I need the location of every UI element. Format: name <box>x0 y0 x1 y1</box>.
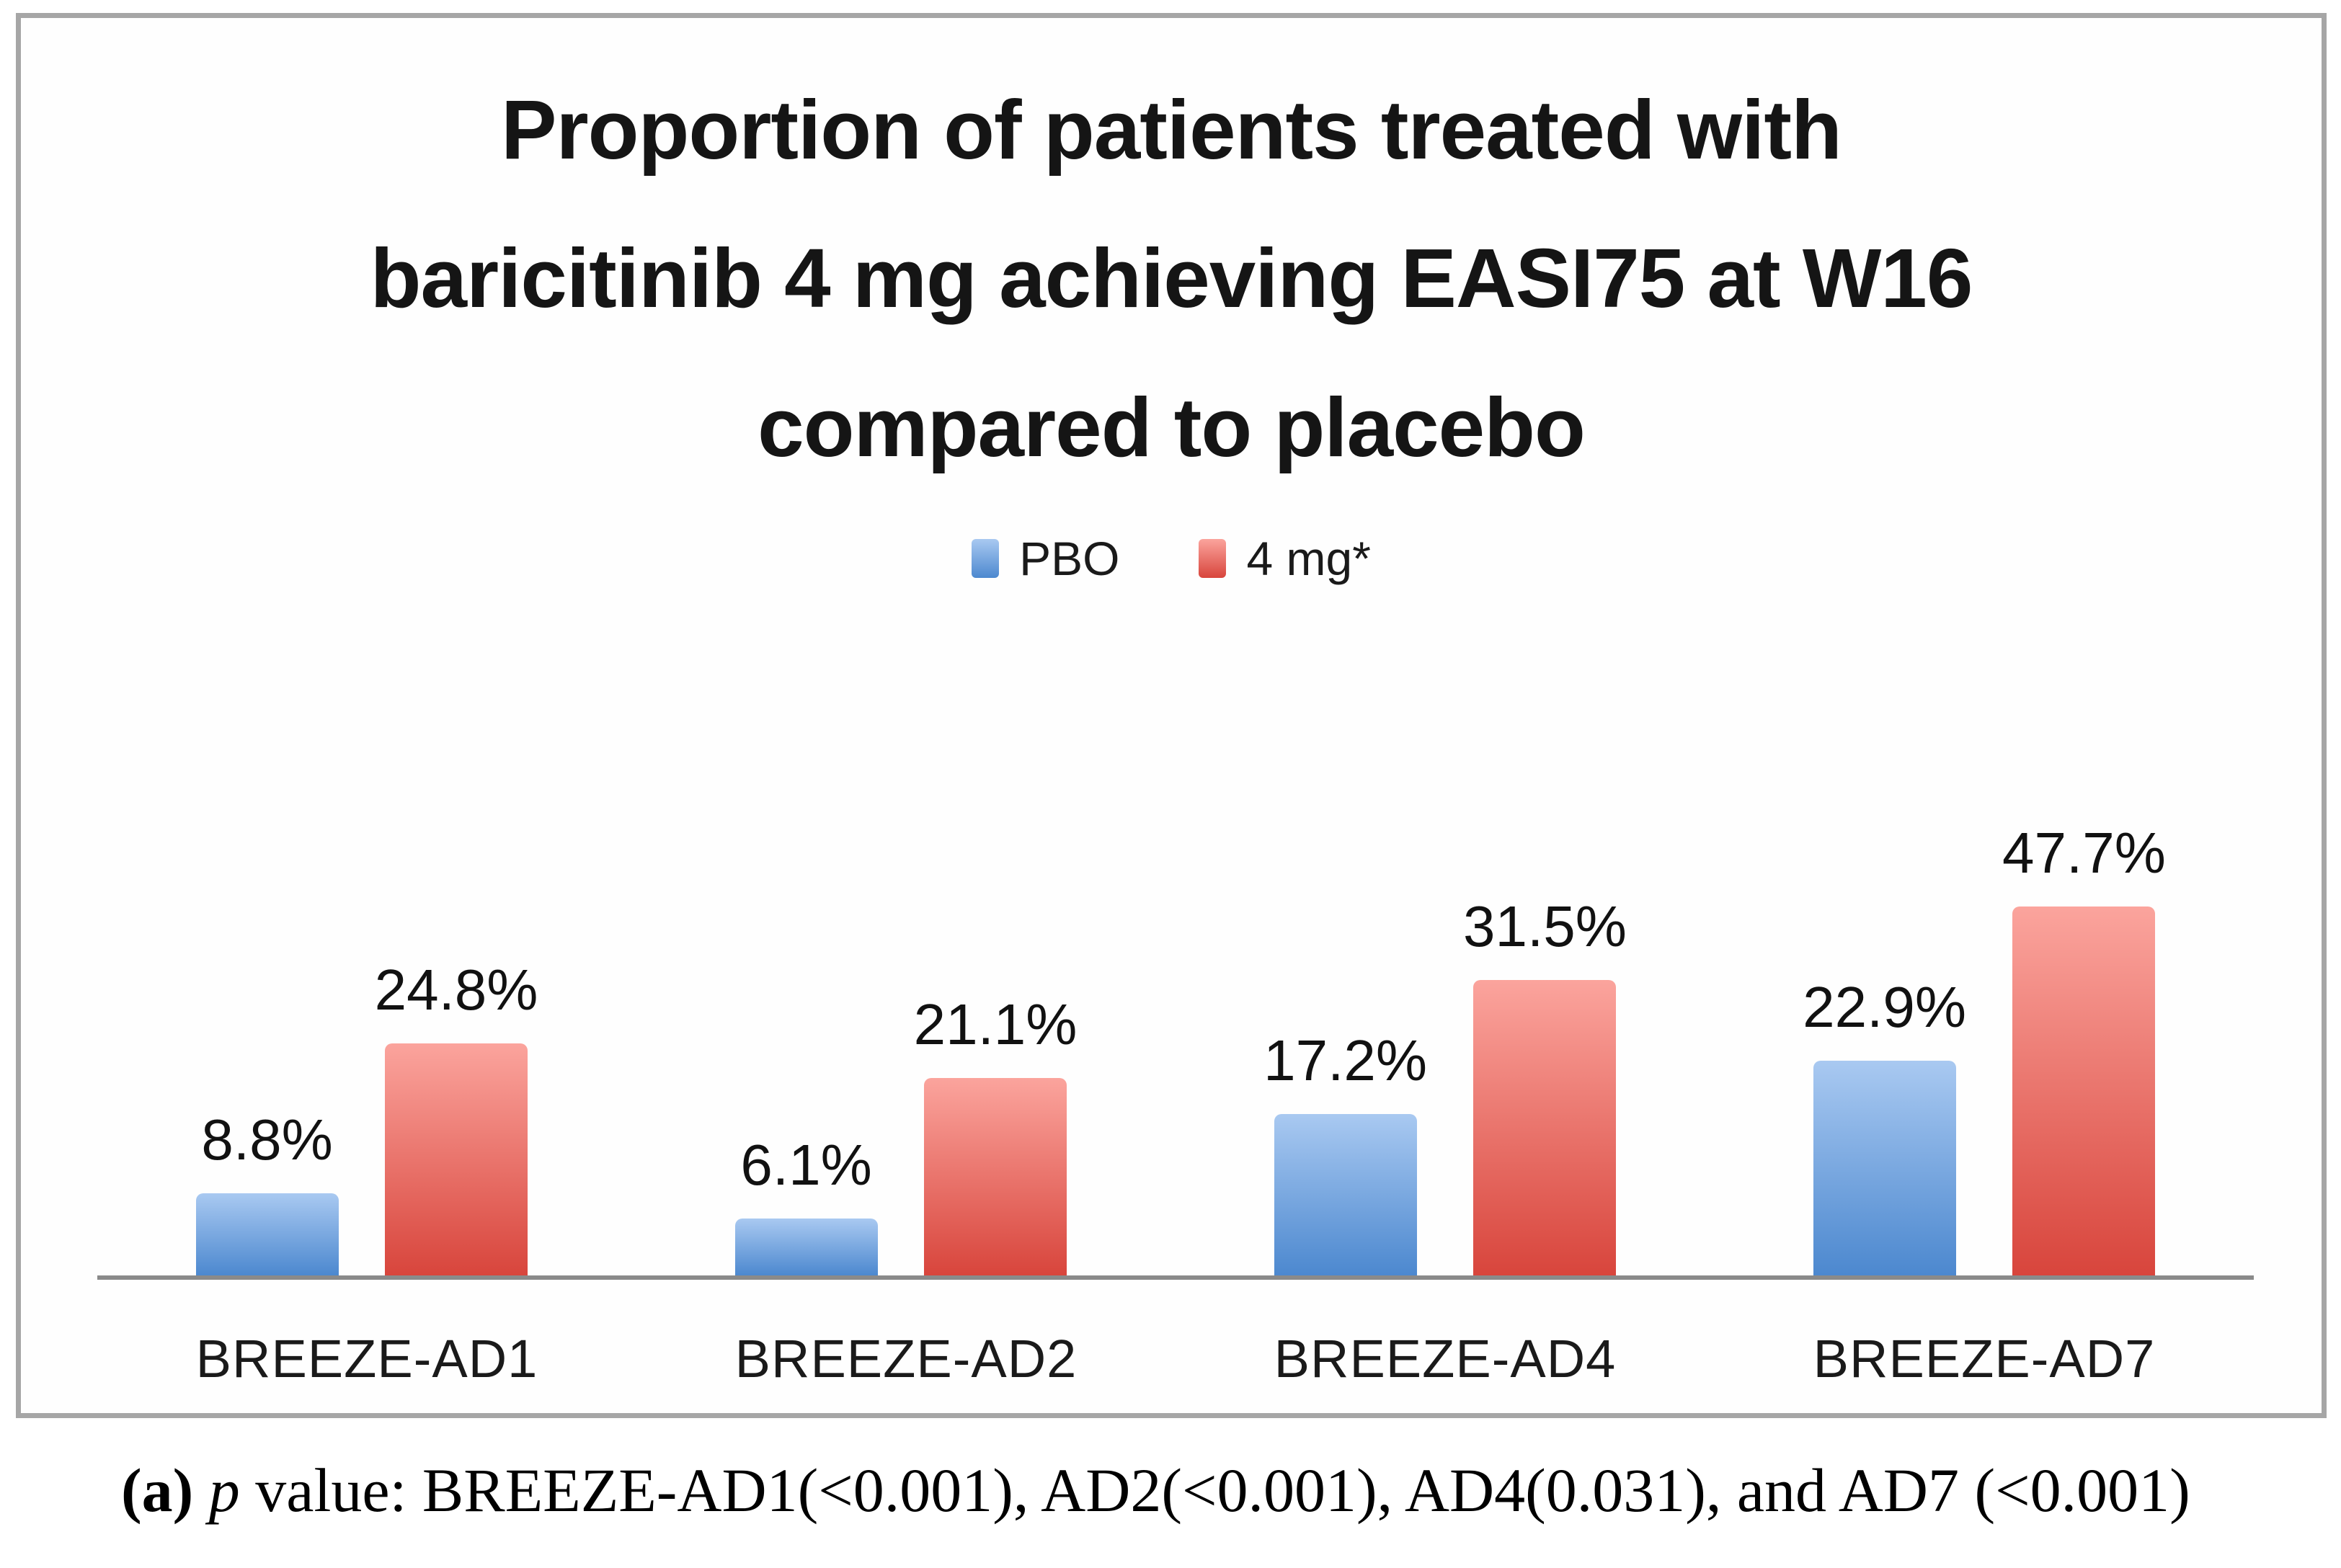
plot-area: 8.8% 24.8% 6.1% 21.1% 17.2% 31.5% 22.9% 47.7% <box>97 820 2254 1275</box>
bar-value-label: 6.1% <box>740 1133 872 1197</box>
bar-with-label: 31.5% <box>1463 820 1627 1275</box>
bar-pbo <box>1813 1061 1956 1275</box>
bar-with-label: 21.1% <box>913 820 1078 1275</box>
bar-value-label: 31.5% <box>1463 894 1627 958</box>
legend-item-4mg: 4 mg* <box>1199 531 1371 586</box>
x-axis-line <box>97 1275 2254 1280</box>
bar-value-label: 24.8% <box>374 958 538 1022</box>
bar-value-label: 47.7% <box>2002 821 2166 885</box>
bar-with-label: 22.9% <box>1803 820 1966 1275</box>
bar-4mg <box>385 1043 528 1275</box>
bar-with-label: 8.8% <box>195 820 339 1275</box>
category-labels: BREEZE-AD1 BREEZE-AD2 BREEZE-AD4 BREEZE-AD7 <box>97 1328 2254 1389</box>
legend-swatch-pbo-icon <box>972 539 1000 578</box>
chart-title-line-3: compared to placebo <box>758 380 1586 474</box>
bar-value-label: 22.9% <box>1803 975 1966 1039</box>
bar-with-label: 47.7% <box>2002 820 2166 1275</box>
bar-4mg <box>924 1078 1067 1275</box>
bar-with-label: 24.8% <box>375 820 538 1275</box>
legend-label-pbo: PBO <box>1019 532 1120 585</box>
bar-group: 22.9% 47.7% <box>1715 820 2254 1275</box>
bar-group: 17.2% 31.5% <box>1176 820 1715 1275</box>
bar-with-label: 6.1% <box>734 820 878 1275</box>
category-label: BREEZE-AD2 <box>734 1329 1078 1389</box>
bar-value-label: 8.8% <box>201 1108 333 1172</box>
chart-title-line-2: baricitinib 4 mg achieving EASI75 at W16 <box>370 231 1973 326</box>
bar-with-label: 17.2% <box>1263 820 1427 1275</box>
caption-marker: (a) <box>121 1456 194 1525</box>
bar-pbo <box>734 1219 878 1275</box>
figure-caption: (a) p value: BREEZE-AD1(<0.001), AD2(<0.… <box>121 1454 2190 1526</box>
bar-pbo <box>1274 1114 1417 1275</box>
category-label: BREEZE-AD4 <box>1274 1329 1617 1389</box>
chart-title: Proportion of patients treated with bari… <box>169 55 2173 502</box>
bar-value-label: 17.2% <box>1263 1028 1427 1092</box>
chart-legend: PBO 4 mg* <box>21 531 2322 586</box>
bar-pbo <box>195 1193 339 1275</box>
category-label: BREEZE-AD7 <box>1813 1329 2156 1389</box>
bar-group: 6.1% 21.1% <box>636 820 1176 1275</box>
chart-title-line-1: Proportion of patients treated with <box>501 83 1842 177</box>
bar-value-label: 21.1% <box>913 992 1078 1056</box>
legend-label-4mg: 4 mg* <box>1246 532 1371 585</box>
legend-swatch-4mg-icon <box>1199 539 1227 578</box>
chart-panel: Proportion of patients treated with bari… <box>16 13 2327 1418</box>
bar-4mg <box>1473 980 1617 1275</box>
caption-text: value: BREEZE-AD1(<0.001), AD2(<0.001), … <box>239 1456 2190 1525</box>
legend-item-pbo: PBO <box>972 531 1119 586</box>
category-label: BREEZE-AD1 <box>195 1329 538 1389</box>
bar-4mg <box>2012 906 2156 1275</box>
caption-p-symbol: p <box>208 1456 240 1525</box>
bar-group: 8.8% 24.8% <box>97 820 636 1275</box>
